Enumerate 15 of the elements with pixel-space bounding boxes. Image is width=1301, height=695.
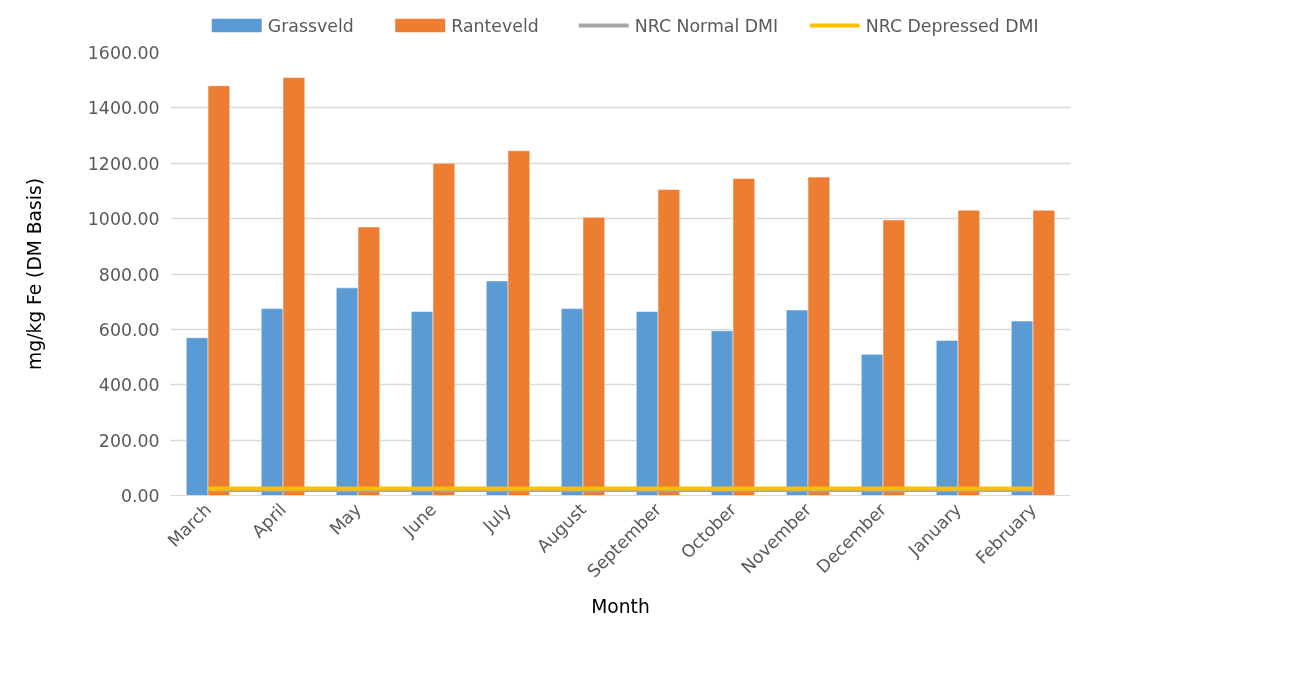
- y-tick-label: 1000.00: [87, 209, 160, 230]
- y-tick-label: 800.00: [98, 264, 160, 285]
- y-tick-label: 400.00: [98, 375, 160, 396]
- y-tick-label: 200.00: [98, 430, 160, 451]
- y-tick-label: 600.00: [98, 319, 160, 340]
- legend-label: Grassveld: [267, 15, 354, 36]
- y-tick-label: 1400.00: [87, 98, 160, 119]
- y-tick-label: 0.00: [120, 486, 160, 506]
- y-tick-label: 1200.00: [87, 153, 160, 174]
- x-axis-title: Month: [591, 596, 650, 618]
- legend-label: NRC Normal DMI: [634, 15, 779, 36]
- y-tick-label: 1600.00: [87, 43, 160, 63]
- y-axis-title: mg/kg Fe (DM Basis): [23, 178, 45, 370]
- legend-label: NRC Depressed DMI: [865, 15, 1039, 36]
- legend-label: Ranteveld: [451, 15, 539, 36]
